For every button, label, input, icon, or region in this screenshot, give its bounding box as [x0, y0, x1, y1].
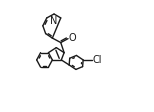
Text: N: N	[50, 16, 58, 26]
Text: O: O	[69, 33, 77, 43]
Text: Cl: Cl	[92, 55, 102, 65]
